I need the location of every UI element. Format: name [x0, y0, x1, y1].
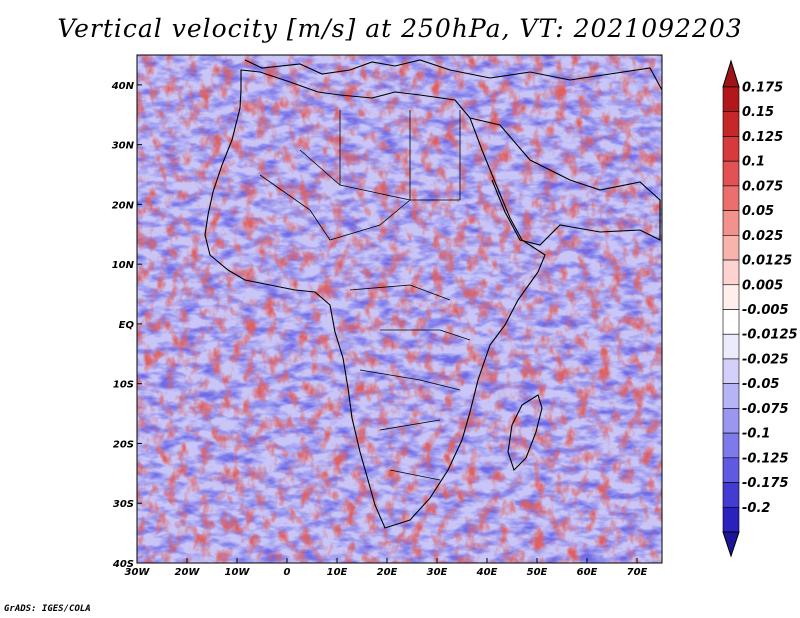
lon-tick-label: 10E	[327, 567, 348, 578]
colorbar-swatch	[722, 383, 740, 409]
lon-tick-label: 50E	[527, 567, 548, 578]
colorbar-label: 0.125	[742, 130, 783, 145]
colorbar: 0.175 0.15 0.125 0.1 0.075 0.05 0.025 0.0125 0.0…	[722, 59, 798, 558]
colorbar-swatch	[722, 235, 740, 261]
colorbar-swatch	[722, 111, 740, 137]
colorbar-swatch	[722, 86, 740, 113]
ascent-texture	[137, 55, 662, 563]
lon-tick-label: 30E	[427, 567, 448, 578]
lat-tick-label: 30N	[112, 141, 135, 152]
colorbar-label: -0.005	[742, 303, 789, 318]
colorbar-label: 0.075	[742, 179, 783, 194]
colorbar-label: 0.1	[742, 155, 765, 170]
lat-tick-label: 20N	[112, 200, 135, 211]
colorbar-swatch	[722, 506, 740, 533]
colorbar-swatch	[722, 136, 740, 162]
colorbar-swatch	[722, 284, 740, 310]
colorbar-swatch	[722, 259, 740, 286]
colorbar-swatch	[722, 408, 740, 434]
colorbar-label: 0.175	[742, 81, 783, 96]
lon-tick-label: 60E	[577, 567, 598, 578]
plot-frame	[136, 54, 663, 564]
colorbar-swatch	[722, 185, 740, 211]
colorbar-label: -0.0125	[742, 328, 798, 343]
lon-tick-label: 0	[284, 567, 291, 578]
lat-tick-label: 30S	[113, 499, 134, 510]
colorbar-swatch	[722, 309, 740, 335]
lon-tick-label: 20W	[175, 567, 201, 578]
map-title: Vertical velocity [m/s] at 250hPa, VT: 2…	[57, 14, 743, 43]
lon-tick-label: 10W	[225, 567, 251, 578]
latitude-axis: 40N 30N 20N 10N EQ 10S 20S 30S 40S	[111, 81, 142, 570]
longitude-axis: 30W 20W 10W 0 10E 20E 30E 40E 50E 60E 70E	[125, 558, 648, 578]
colorbar-label: 0.005	[742, 278, 783, 293]
lat-tick-label: 40S	[112, 559, 134, 570]
credit-label: GrADS: IGES/COLA	[4, 604, 91, 614]
colorbar-label: 0.025	[742, 229, 783, 244]
colorbar-label: -0.025	[742, 352, 789, 367]
colorbar-swatch	[722, 457, 740, 483]
lat-tick-label: EQ	[119, 320, 135, 331]
colorbar-swatch	[722, 160, 740, 187]
field-shading	[137, 55, 662, 563]
lat-tick-label: 10N	[112, 260, 135, 271]
colorbar-label: -0.175	[742, 476, 789, 491]
madagascar-coastline	[507, 394, 543, 472]
colorbar-label: 0.05	[742, 204, 774, 219]
africa-coastline	[204, 69, 546, 529]
colorbar-swatch	[722, 482, 740, 508]
lat-tick-label: 40N	[111, 81, 135, 92]
colorbar-label: 0.0125	[742, 254, 792, 269]
lat-tick-label: 10S	[113, 380, 134, 391]
lat-tick-label: 20S	[113, 439, 134, 450]
lon-tick-label: 40E	[476, 567, 498, 578]
europe-coastline	[244, 59, 662, 91]
colorbar-swatch	[722, 333, 740, 360]
colorbar-label: -0.1	[742, 427, 770, 442]
colorbar-label: 0.15	[742, 105, 774, 120]
coastlines	[204, 59, 662, 529]
borders	[259, 110, 471, 481]
lon-tick-label: 20E	[377, 567, 398, 578]
arabia-coastline	[469, 117, 661, 246]
colorbar-swatch	[722, 432, 740, 459]
colorbar-swatch	[722, 358, 740, 384]
colorbar-bottom-arrow	[722, 531, 740, 558]
colorbar-top-arrow	[722, 59, 740, 88]
colorbar-swatch	[722, 210, 740, 236]
colorbar-label: -0.05	[742, 377, 779, 392]
lon-tick-label: 70E	[627, 567, 648, 578]
colorbar-label: -0.125	[742, 451, 789, 466]
colorbar-label: -0.075	[742, 402, 789, 417]
lon-tick-label: 30W	[125, 567, 151, 578]
colorbar-label: -0.2	[742, 501, 770, 516]
